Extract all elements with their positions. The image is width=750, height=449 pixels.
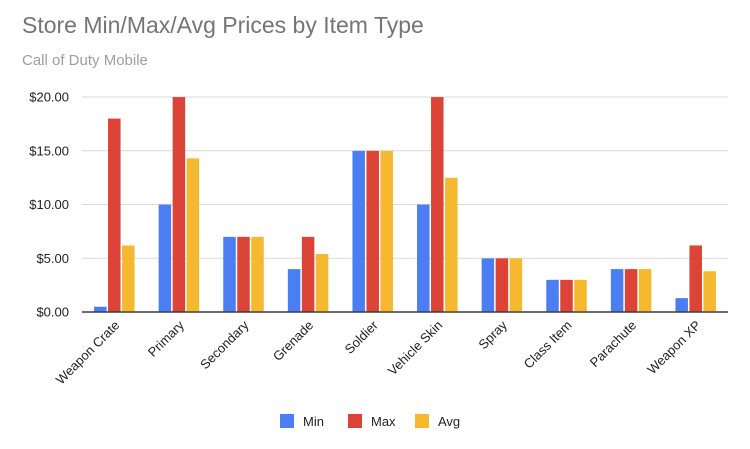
legend-label: Min (303, 414, 324, 429)
bar-avg (122, 245, 135, 312)
bar-max (495, 258, 509, 312)
bar-avg (574, 279, 587, 312)
bar-max (172, 97, 186, 312)
bar-min (158, 204, 172, 312)
bar-avg (315, 254, 329, 312)
bar-max (560, 279, 573, 312)
bar-max (431, 97, 444, 312)
bar-avg (186, 158, 200, 312)
bar-min (481, 258, 495, 312)
legend-swatch (280, 414, 294, 428)
y-tick-label: $20.00 (29, 90, 69, 105)
bar-max (108, 118, 121, 312)
bar-avg (380, 150, 393, 312)
bar-max (366, 150, 379, 312)
x-tick-label: Weapon Crate (53, 318, 123, 388)
legend-label: Avg (438, 414, 460, 429)
bar-avg (509, 258, 523, 312)
legend-label: Max (371, 414, 396, 429)
x-tick-label: Spray (475, 317, 510, 352)
bar-avg (638, 269, 652, 312)
bar-avg (251, 236, 264, 312)
bar-max (624, 269, 638, 312)
x-tick-label: Parachute (587, 318, 640, 371)
chart-title: Store Min/Max/Avg Prices by Item Type (22, 12, 424, 38)
bar-min (675, 298, 688, 312)
x-tick-label: Vehicle Skin (385, 318, 446, 379)
x-tick-label: Weapon XP (644, 318, 703, 377)
bar-max (301, 236, 315, 312)
x-tick-label: Class Item (521, 318, 575, 372)
bar-min (94, 306, 107, 312)
legend-swatch (415, 414, 429, 428)
x-tick-label: Soldier (342, 317, 382, 357)
x-tick-label: Grenade (270, 318, 316, 364)
bar-min (223, 236, 236, 312)
bar-min (417, 204, 430, 312)
x-tick-label: Primary (145, 317, 188, 360)
x-tick-label: Secondary (197, 317, 252, 372)
y-tick-label: $15.00 (29, 143, 69, 158)
bar-min (287, 269, 301, 312)
bar-max (689, 245, 702, 312)
bar-min (610, 269, 624, 312)
y-tick-label: $5.00 (36, 251, 69, 266)
chart-subtitle: Call of Duty Mobile (22, 52, 148, 69)
y-tick-label: $10.00 (29, 197, 69, 212)
legend-swatch (348, 414, 362, 428)
bar-avg (703, 271, 716, 312)
bar-max (237, 236, 250, 312)
bar-min (352, 150, 365, 312)
y-tick-label: $0.00 (36, 305, 69, 320)
bar-min (546, 279, 559, 312)
bar-avg (445, 177, 458, 312)
